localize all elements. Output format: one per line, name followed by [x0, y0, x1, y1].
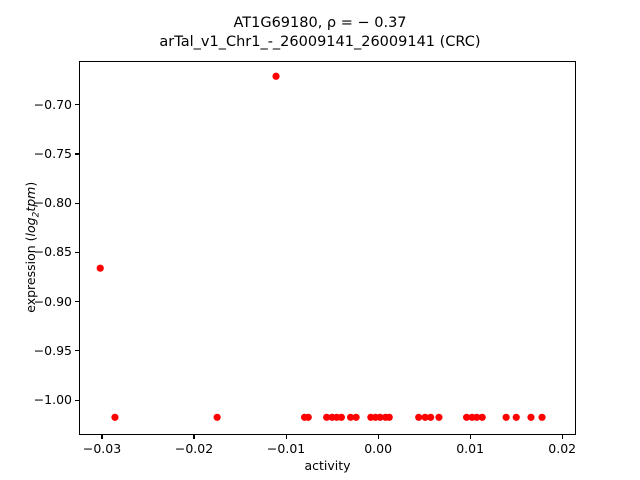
plot-title: AT1G69180, ρ = − 0.37 arTal_v1_Chr1_-_26… — [0, 14, 640, 52]
x-tick-label: −0.02 — [174, 441, 214, 456]
x-tick-mark — [377, 435, 379, 439]
data-point — [421, 413, 429, 421]
data-point — [346, 413, 355, 421]
x-tick-mark — [285, 435, 287, 439]
y-tick-mark — [75, 104, 79, 106]
y-tick-mark — [75, 202, 79, 204]
y-axis-label-math-tail: tpm — [22, 186, 38, 212]
data-point — [527, 413, 535, 421]
data-point — [272, 72, 280, 80]
x-tick-mark — [101, 435, 103, 439]
data-point — [323, 413, 331, 421]
data-point — [213, 413, 221, 421]
y-axis-label-subscript: 2 — [31, 211, 42, 218]
y-axis-label: expression (log2tpm) — [23, 127, 42, 367]
y-tick-mark — [75, 399, 79, 401]
y-tick-label: −0.90 — [33, 293, 72, 309]
y-tick-label: −1.00 — [33, 392, 72, 408]
data-point — [376, 413, 384, 421]
data-point — [385, 413, 393, 421]
y-tick-mark — [75, 350, 79, 352]
x-tick-label: 0.02 — [548, 441, 577, 456]
y-tick-label: −0.95 — [33, 342, 72, 358]
x-tick-label: 0.01 — [456, 441, 485, 456]
data-point — [96, 264, 104, 272]
data-point — [427, 413, 435, 421]
data-point — [435, 413, 443, 421]
y-tick-label: −0.70 — [33, 96, 72, 112]
plot-title-line-1: AT1G69180, ρ = − 0.37 — [233, 15, 407, 31]
data-point — [538, 413, 546, 421]
x-tick-mark — [193, 435, 195, 439]
y-axis-label-math: log — [22, 217, 38, 237]
data-points-layer — [96, 72, 546, 421]
y-tick-mark — [75, 153, 79, 155]
plot-axes-frame — [79, 61, 576, 435]
y-tick-mark — [75, 251, 79, 253]
plot-title-line-2: arTal_v1_Chr1_-_26009141_26009141 (CRC) — [159, 34, 481, 50]
data-point — [478, 413, 486, 421]
x-tick-label: −0.03 — [82, 441, 122, 456]
data-point — [352, 413, 360, 421]
y-axis-ticks: −0.70 −0.75 −0.80 −0.85 −0.90 −0.95 −1.00 — [0, 0, 79, 480]
x-tick-mark — [561, 435, 563, 439]
data-point — [304, 413, 312, 421]
x-tick-label: −0.01 — [266, 441, 306, 456]
x-tick-mark — [469, 435, 471, 439]
data-point — [415, 413, 423, 421]
y-tick-label: −0.75 — [33, 146, 72, 161]
data-point — [337, 413, 345, 421]
data-point — [473, 413, 481, 421]
data-point — [111, 413, 119, 421]
data-point — [462, 413, 471, 421]
data-point — [502, 413, 510, 421]
data-point — [512, 413, 520, 421]
x-tick-label: 0.00 — [364, 441, 393, 456]
y-axis-label-suffix: ) — [22, 181, 38, 187]
x-axis-label: activity — [304, 458, 351, 473]
y-tick-label: −0.80 — [33, 195, 72, 211]
y-tick-mark — [75, 301, 79, 303]
y-axis-label-prefix: expression ( — [22, 236, 38, 313]
y-tick-label: −0.85 — [33, 244, 72, 260]
